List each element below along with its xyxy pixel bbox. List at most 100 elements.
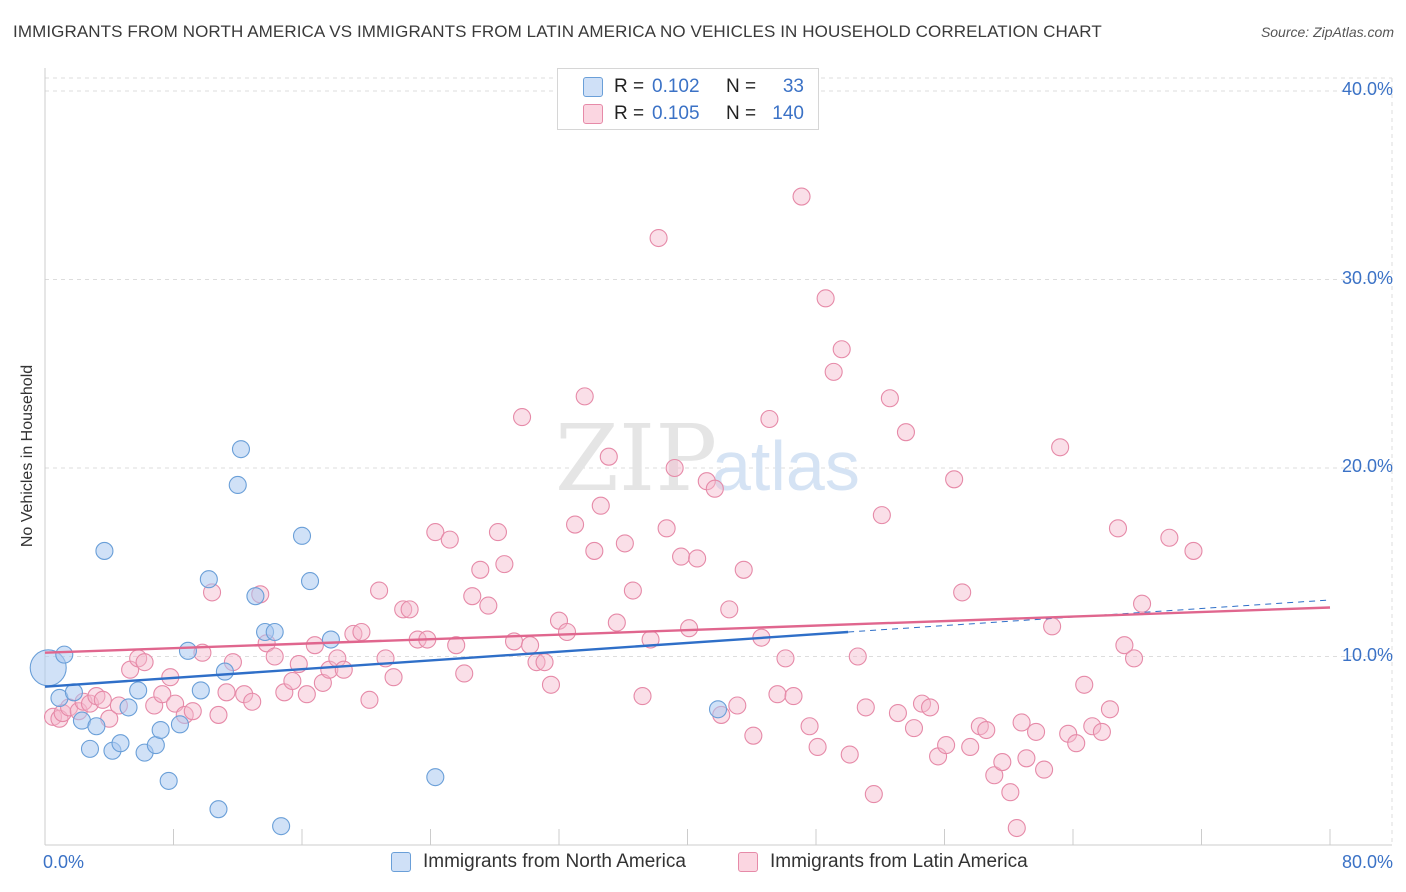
chart-title: IMMIGRANTS FROM NORTH AMERICA VS IMMIGRA… [13, 22, 1102, 41]
latin-america-point [728, 696, 747, 715]
latin-america-point [455, 664, 474, 683]
y-tick-label: 30.0% [1341, 267, 1393, 288]
latin-america-point [864, 785, 883, 804]
north-america-trend-line [44, 630, 849, 688]
latin-america-point [243, 692, 262, 711]
latin-america-point [1035, 760, 1054, 779]
latin-america-point [447, 636, 466, 655]
latin-america-point [649, 228, 668, 248]
latin-america-point [792, 187, 811, 206]
latin-america-point [557, 622, 577, 642]
latin-america-point [265, 647, 284, 666]
legend-item-latin-america[interactable]: Immigrants from Latin America [738, 851, 1028, 873]
stats-legend-row-latin: R = 0.105 N = 140 [558, 102, 804, 126]
latin-america-point [1092, 722, 1111, 741]
n-value: 140 [772, 103, 804, 124]
north-america-points [29, 440, 728, 836]
latin-america-point [135, 653, 154, 672]
latin-america-point [535, 653, 554, 672]
latin-america-point [1043, 617, 1062, 636]
r-label: R = [614, 103, 645, 124]
latin-america-point [1100, 700, 1119, 719]
latin-america-point [313, 673, 332, 692]
north-america-point [426, 768, 445, 787]
north-america-point [170, 715, 189, 734]
north-america-point [191, 681, 210, 700]
north-america-point [228, 475, 247, 495]
north-america-point [231, 440, 251, 459]
latin-america-point [856, 698, 875, 717]
north-america-point [246, 587, 265, 606]
latin-america-point [479, 596, 498, 615]
latin-america-point [394, 600, 413, 619]
latin-america-point [93, 690, 112, 709]
latin-america-point [888, 703, 907, 723]
latin-america-point [904, 719, 924, 738]
latin-america-point [776, 649, 795, 668]
north-america-point [151, 720, 170, 740]
stats-legend-row-north: R = 0.102 N = 33 [558, 75, 804, 99]
y-tick-label: 10.0% [1341, 644, 1393, 665]
series-legend: Immigrants from North America Immigrants… [0, 851, 1406, 877]
latin-america-point [360, 690, 379, 709]
latin-america-point [384, 668, 403, 687]
latin-america-point [623, 581, 642, 600]
latin-america-point [920, 698, 940, 717]
north-america-point [64, 683, 83, 702]
latin-america-point [744, 726, 763, 745]
latin-america-point [680, 619, 699, 638]
latin-america-point [896, 423, 916, 442]
latin-america-point [665, 458, 684, 478]
north-america-point [159, 771, 178, 790]
watermark: ZIP atlas [555, 405, 860, 512]
latin-america-point [840, 745, 859, 764]
latin-america-point [297, 685, 316, 704]
latin-america-point [848, 647, 867, 666]
x-tick-label-max: 80.0% [1341, 852, 1393, 872]
latin-america-point [1007, 818, 1026, 838]
latin-america-point [352, 622, 371, 642]
latin-america-point [541, 675, 561, 694]
latin-america-point [495, 555, 514, 574]
latin-america-point [615, 534, 634, 553]
latin-america-point [440, 530, 459, 549]
x-tick-label-min: 0.0% [43, 852, 85, 872]
latin-america-point [760, 409, 779, 429]
latin-america-point [705, 479, 724, 498]
latin-america-point [657, 519, 676, 538]
latin-america-point [513, 408, 532, 427]
legend-label: Immigrants from North America [423, 851, 686, 872]
latin-america-point [808, 737, 827, 757]
north-america-point [272, 817, 291, 836]
latin-america-point [985, 766, 1004, 785]
latin-america-point [977, 720, 996, 740]
latin-america-point [209, 705, 228, 724]
latin-america-point [937, 736, 956, 755]
latin-america-point [575, 387, 594, 406]
latin-america-point [607, 613, 626, 632]
latin-america-point [591, 496, 610, 515]
latin-america-point [1075, 675, 1094, 694]
watermark-atlas: atlas [712, 427, 860, 505]
north-america-point [178, 641, 198, 660]
latin-america-point [945, 470, 964, 489]
latin-america-point [488, 523, 508, 542]
y-tick-label: 40.0% [1341, 79, 1393, 99]
north-america-point [292, 526, 312, 545]
latin-america-point [463, 587, 482, 606]
north-america-legend-swatch [391, 852, 411, 872]
latin-america-point [1012, 713, 1031, 732]
legend-label: Immigrants from Latin America [770, 851, 1028, 872]
latin-america-point [566, 515, 585, 534]
north-america-point [321, 630, 340, 649]
latin-america-point [400, 600, 419, 619]
latin-america-point [521, 636, 540, 655]
latin-america-point [471, 560, 490, 579]
latin-america-point [832, 340, 851, 359]
legend-item-north-america[interactable]: Immigrants from North America [391, 851, 686, 873]
watermark-zip: ZIP [555, 405, 717, 512]
r-value: 0.102 [652, 76, 700, 97]
latin-america-point [305, 636, 324, 655]
latin-america-point [688, 549, 707, 568]
